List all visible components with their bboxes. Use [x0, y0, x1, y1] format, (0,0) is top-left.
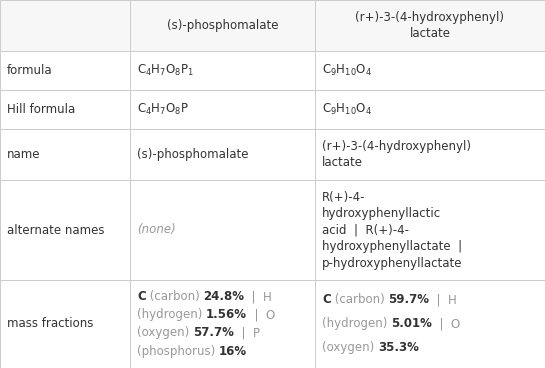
Text: R(+)-4-
hydroxyphenyllactic
acid  |  R(+)-4-
hydroxyphenyllactate  |
p-hydroxyph: R(+)-4- hydroxyphenyllactic acid | R(+)-…: [322, 191, 463, 269]
Text: 5.01%: 5.01%: [391, 317, 432, 330]
Text: (hydrogen): (hydrogen): [137, 308, 206, 321]
Text: (hydrogen): (hydrogen): [322, 317, 391, 330]
Bar: [130, 180, 315, 280]
Bar: [130, 51, 315, 90]
Text: formula: formula: [7, 64, 53, 77]
Text: 1.56%: 1.56%: [206, 308, 247, 321]
Bar: [0, 129, 130, 180]
Text: (none): (none): [137, 223, 175, 237]
Bar: [0, 51, 130, 90]
Text: C$_9$H$_{10}$O$_4$: C$_9$H$_{10}$O$_4$: [322, 63, 372, 78]
Text: C$_9$H$_{10}$O$_4$: C$_9$H$_{10}$O$_4$: [322, 102, 372, 117]
Text: 16%: 16%: [219, 344, 247, 357]
Text: (r+)-3-(4-hydroxyphenyl)
lactate: (r+)-3-(4-hydroxyphenyl) lactate: [322, 140, 471, 170]
Bar: [315, 51, 545, 90]
Text: name: name: [7, 148, 40, 161]
Text: (carbon): (carbon): [146, 290, 203, 303]
Text: (oxygen): (oxygen): [137, 326, 193, 339]
Bar: [0, 90, 130, 129]
Text: C: C: [137, 290, 146, 303]
Text: alternate names: alternate names: [7, 223, 105, 237]
Bar: [315, 0, 545, 51]
Text: Hill formula: Hill formula: [7, 103, 75, 116]
Text: |  H: | H: [429, 293, 457, 306]
Bar: [130, 280, 315, 368]
Text: C: C: [322, 293, 331, 306]
Bar: [130, 0, 315, 51]
Text: 57.7%: 57.7%: [193, 326, 234, 339]
Bar: [130, 129, 315, 180]
Text: (r+)-3-(4-hydroxyphenyl)
lactate: (r+)-3-(4-hydroxyphenyl) lactate: [355, 11, 505, 40]
Bar: [130, 90, 315, 129]
Bar: [315, 129, 545, 180]
Text: (oxygen): (oxygen): [322, 342, 378, 354]
Text: |  P: | P: [234, 326, 260, 339]
Text: C$_4$H$_7$O$_8$P$_1$: C$_4$H$_7$O$_8$P$_1$: [137, 63, 194, 78]
Bar: [315, 180, 545, 280]
Text: (s)-phosphomalate: (s)-phosphomalate: [167, 19, 278, 32]
Text: 35.3%: 35.3%: [378, 342, 419, 354]
Text: mass fractions: mass fractions: [7, 317, 93, 330]
Text: (carbon): (carbon): [331, 293, 388, 306]
Bar: [315, 280, 545, 368]
Text: (phosphorus): (phosphorus): [137, 344, 219, 357]
Bar: [0, 280, 130, 368]
Bar: [0, 0, 130, 51]
Text: (s)-phosphomalate: (s)-phosphomalate: [137, 148, 249, 161]
Text: 59.7%: 59.7%: [388, 293, 429, 306]
Text: |  H: | H: [244, 290, 272, 303]
Bar: [315, 90, 545, 129]
Text: |  O: | O: [432, 317, 460, 330]
Text: C$_4$H$_7$O$_8$P: C$_4$H$_7$O$_8$P: [137, 102, 189, 117]
Text: |  O: | O: [247, 308, 275, 321]
Bar: [0, 180, 130, 280]
Text: 24.8%: 24.8%: [203, 290, 244, 303]
